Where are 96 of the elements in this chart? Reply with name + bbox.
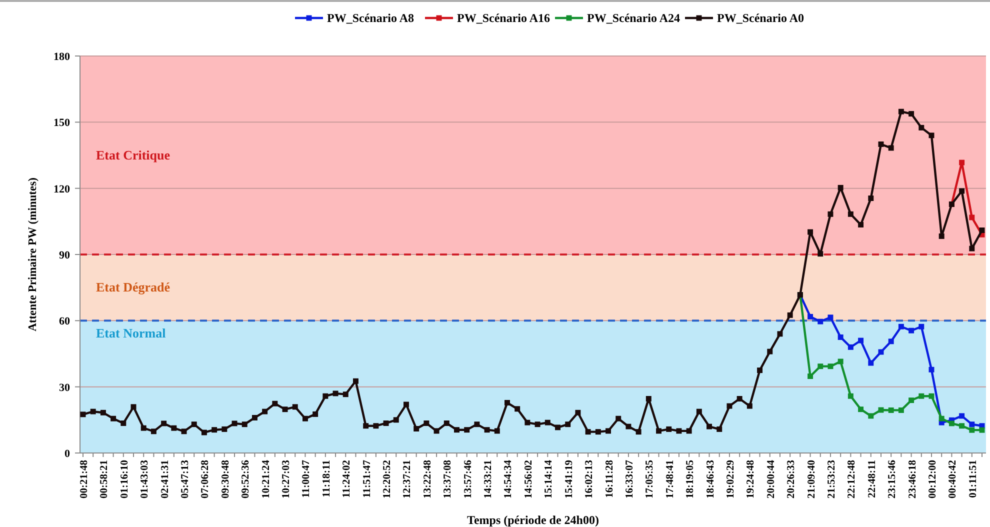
x-tick-label: 10:21:24 — [260, 459, 272, 498]
x-tick-label: 12:37:21 — [402, 460, 414, 498]
point — [858, 406, 864, 412]
x-tick-label: 22:12:48 — [846, 460, 858, 498]
point — [928, 393, 934, 399]
y-axis-title: Attente Primaire PW (minutes) — [27, 177, 39, 332]
point — [808, 374, 814, 379]
x-tick-label: 18:19:05 — [685, 460, 696, 498]
x-tick-label: 20:00:44 — [766, 459, 777, 498]
point — [858, 338, 864, 344]
x-tick-label: 21:09:40 — [806, 460, 818, 498]
x-tick-label: 18:46:43 — [705, 460, 716, 498]
x-tick-label: 15:14:14 — [544, 459, 555, 498]
x-tick-label: 00:40:42 — [948, 460, 959, 498]
point — [848, 344, 854, 350]
x-tick-label: 02:41:31 — [160, 460, 171, 498]
x-tick-label: 00:58:21 — [99, 460, 110, 498]
point — [969, 214, 975, 220]
y-tick-label: 90 — [59, 250, 70, 262]
x-tick-label: 12:20:52 — [382, 460, 394, 498]
point — [818, 364, 824, 370]
y-tick-label: 120 — [54, 183, 70, 196]
point — [808, 314, 814, 320]
point — [979, 427, 985, 433]
x-tick-label: 11:18:11 — [321, 460, 332, 498]
point — [868, 413, 874, 419]
point — [838, 358, 844, 364]
point — [888, 407, 894, 413]
x-tick-label: 09:52:36 — [240, 460, 252, 498]
x-tick-label: 14:33:21 — [483, 460, 494, 498]
point — [818, 318, 824, 324]
x-tick-label: 19:02:29 — [725, 460, 736, 498]
point — [898, 324, 904, 330]
x-tick-label: 23:46:18 — [907, 460, 918, 498]
x-tick-label: 14:54:34 — [503, 459, 514, 498]
x-tick-label: 00:21:48 — [79, 460, 90, 498]
x-tick-label: 17:48:41 — [664, 460, 676, 498]
x-tick-label: 15:41:19 — [564, 460, 575, 498]
x-tick-label: 09:30:48 — [220, 460, 232, 498]
x-tick-label: 05:47:13 — [180, 460, 192, 498]
x-tick-label: 17:05:35 — [644, 460, 656, 498]
point — [948, 420, 954, 426]
x-tick-label: 07:06:28 — [200, 460, 212, 498]
x-tick-label: 01:11:51 — [968, 460, 979, 498]
x-tick-label: 01:16:10 — [119, 460, 130, 498]
x-tick-label: 00:12:00 — [927, 460, 938, 498]
y-tick-label: 30 — [59, 382, 70, 394]
x-tick-label: 16:11:28 — [604, 460, 616, 498]
point — [878, 407, 884, 413]
band-label: Etat Dégradé — [96, 280, 170, 295]
y-tick-label: 150 — [54, 117, 70, 130]
y-tick-label: 60 — [59, 316, 70, 328]
legend-label: PW_Scénario A16 — [457, 11, 550, 25]
x-tick-label: 13:22:48 — [422, 460, 434, 498]
x-tick-label: 16:02:13 — [584, 460, 596, 498]
y-tick-label: 180 — [54, 51, 70, 63]
point — [969, 427, 975, 433]
band-label: Etat Normal — [96, 326, 166, 341]
x-tick-label: 16:33:07 — [624, 460, 636, 498]
band-label: Etat Critique — [96, 147, 170, 162]
x-tick-label: 21:53:23 — [826, 460, 838, 498]
x-tick-label: 23:15:46 — [887, 460, 898, 498]
point — [918, 324, 924, 330]
point — [868, 360, 874, 366]
point — [828, 314, 834, 320]
x-tick-label: 19:24:48 — [746, 460, 757, 498]
point — [959, 160, 965, 166]
point — [888, 338, 894, 344]
x-tick-label: 11:00:47 — [301, 460, 312, 498]
x-tick-label: 13:57:46 — [462, 460, 474, 498]
point — [938, 416, 944, 422]
legend-label: PW_Scénario A24 — [587, 11, 680, 25]
x-tick-label: 11:51:47 — [362, 460, 373, 498]
y-tick-label: 0 — [64, 448, 70, 460]
x-tick-label: 14:56:02 — [523, 460, 534, 498]
x-tick-label: 13:37:08 — [442, 460, 454, 498]
legend-label: PW_Scénario A8 — [327, 11, 414, 25]
point — [908, 398, 914, 404]
x-tick-label: 22:48:11 — [866, 460, 878, 498]
point — [918, 393, 924, 399]
legend-label: PW_Scénario A0 — [717, 11, 804, 25]
point — [898, 407, 904, 413]
x-tick-label: 11:24:02 — [342, 460, 353, 498]
point — [838, 334, 844, 340]
x-axis-title: Temps (période de 24h00) — [467, 513, 599, 527]
point — [959, 423, 965, 429]
x-tick-label: 10:27:03 — [281, 460, 292, 498]
point — [828, 364, 834, 370]
x-tick-label: 01:43:03 — [140, 460, 151, 498]
point — [848, 393, 854, 399]
point — [928, 366, 934, 372]
x-tick-label: 20:26:33 — [786, 460, 798, 498]
point — [878, 349, 884, 355]
point — [908, 328, 914, 334]
point — [969, 422, 975, 428]
point — [959, 413, 965, 419]
